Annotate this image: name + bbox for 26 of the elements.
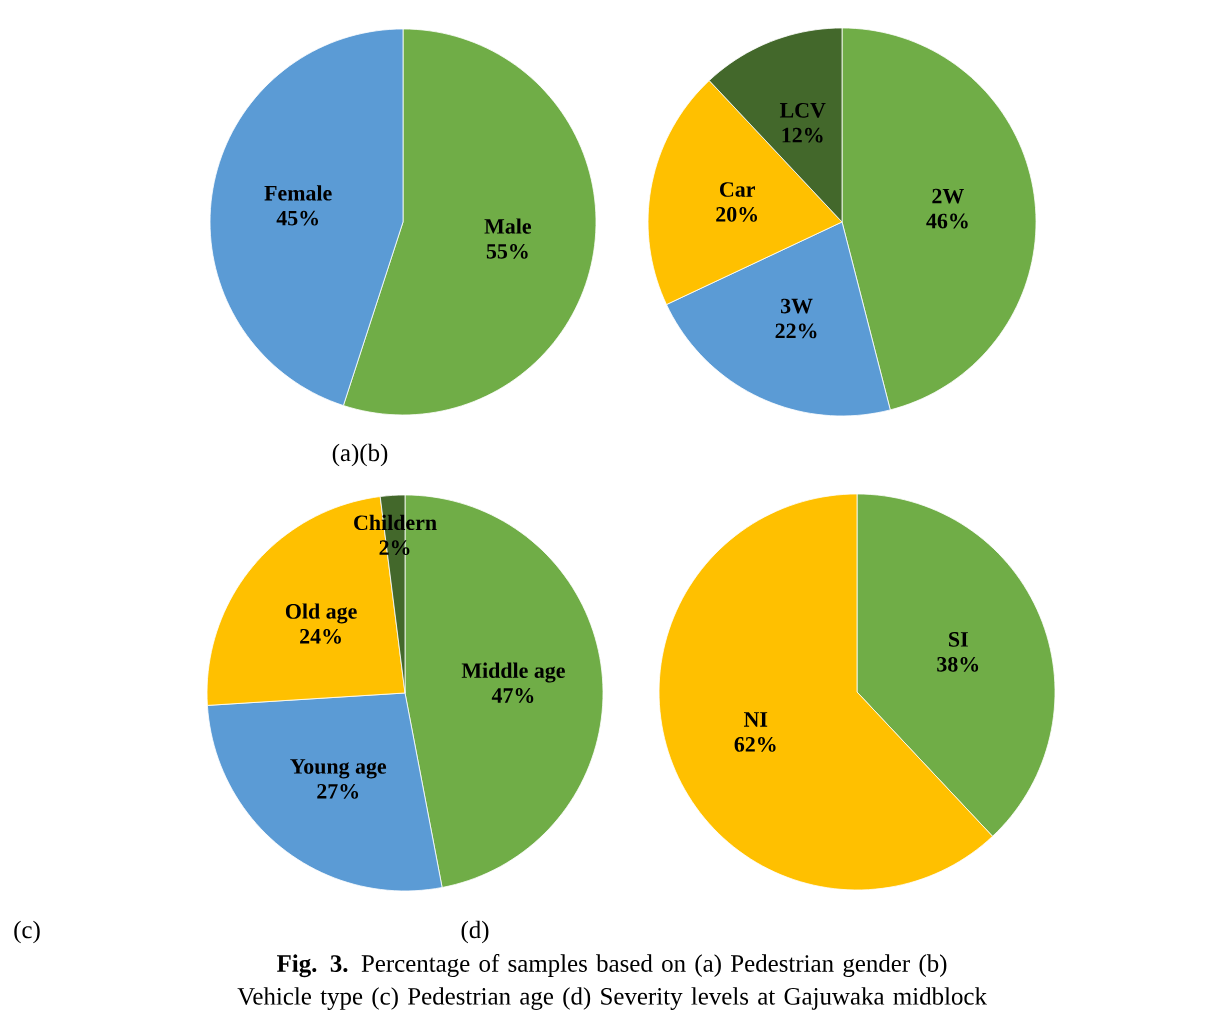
slice-label: LCV — [779, 102, 826, 118]
slice-label: Female — [264, 185, 332, 201]
slice-label: NI — [743, 712, 768, 727]
data-label: 46% — [926, 213, 968, 229]
slice-label: Car — [720, 182, 755, 197]
text: (d) — [461, 920, 489, 944]
slice-label: 2W — [932, 188, 964, 204]
slice-label: Male — [484, 218, 532, 234]
data-label: 20% — [716, 206, 758, 222]
data-label: 47% — [491, 688, 534, 703]
data-label: 62% — [734, 737, 776, 752]
data-label: 27% — [317, 783, 359, 799]
data-label: 55% — [486, 243, 528, 259]
text: Fig. 3. Percentage of samples based on (a) Pedestrian gender (b) Vehicle type (c) Pedestrian age (d) Severity levels at Gajuwaka midblock — [237, 954, 987, 1010]
data-label: 12% — [782, 127, 823, 143]
data-label: 45% — [276, 210, 319, 226]
slice-label: SI — [949, 632, 968, 647]
text: (a)(b) — [332, 443, 388, 467]
slice-label: Old age — [285, 603, 357, 624]
data-label: 38% — [937, 656, 979, 672]
slice-label: Middle age — [461, 662, 565, 683]
text: (c) — [14, 920, 40, 944]
slice-label: Young age — [290, 759, 387, 779]
data-label: 24% — [300, 628, 341, 644]
data-label: 22% — [775, 323, 817, 339]
slice-label: 3W — [780, 298, 813, 314]
